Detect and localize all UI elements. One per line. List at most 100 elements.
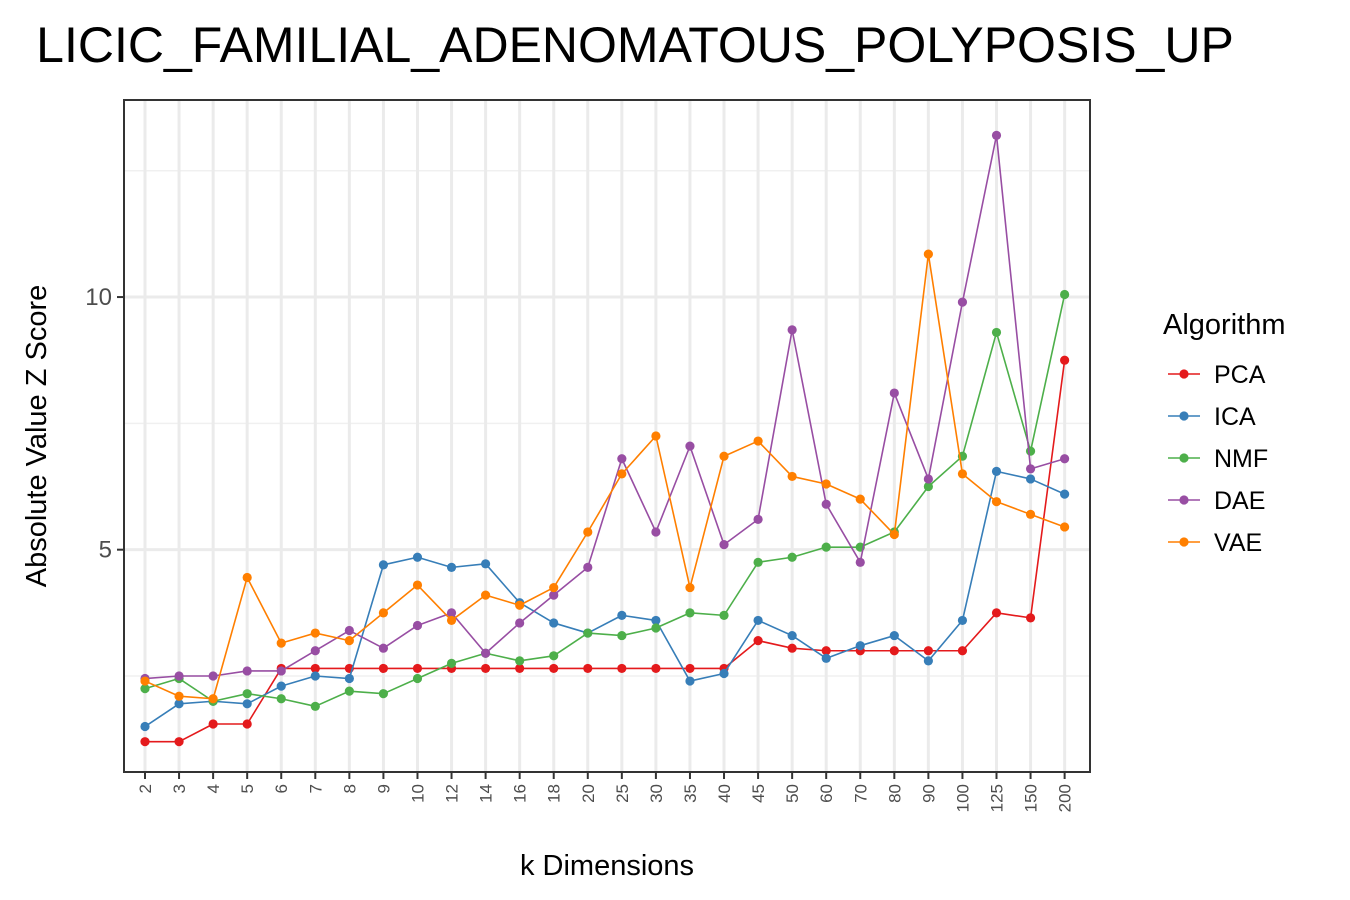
data-point xyxy=(446,562,457,572)
data-point xyxy=(923,474,933,484)
x-tick-label: 7 xyxy=(306,784,325,793)
data-point xyxy=(685,663,695,674)
x-tick-label: 35 xyxy=(681,784,700,803)
data-point xyxy=(923,646,933,656)
data-point xyxy=(310,701,320,711)
data-point xyxy=(208,694,218,704)
chart-title: LICIC_FAMILIAL_ADENOMATOUS_POLYPOSIS_UP xyxy=(36,17,1234,73)
series-line-vae xyxy=(144,253,1065,700)
data-point xyxy=(446,658,457,668)
data-point xyxy=(991,327,1002,338)
data-point xyxy=(685,582,695,593)
data-point xyxy=(685,676,695,686)
data-point xyxy=(617,663,627,674)
legend-key-point xyxy=(1179,495,1189,505)
series-ica xyxy=(140,466,1070,732)
legend-key-point xyxy=(1179,369,1189,379)
x-tick-label: 9 xyxy=(374,784,393,793)
data-point xyxy=(617,630,627,641)
data-point xyxy=(140,684,150,694)
data-point xyxy=(617,610,627,620)
data-point xyxy=(991,608,1002,618)
y-tick-label: 5 xyxy=(99,537,112,564)
x-tick-label: 45 xyxy=(749,784,768,803)
x-tick-label: 18 xyxy=(545,784,564,803)
data-point xyxy=(481,648,491,658)
data-point xyxy=(753,436,763,446)
data-point xyxy=(719,668,729,679)
legend-key-point xyxy=(1179,411,1189,421)
data-point xyxy=(412,580,423,590)
plot-border xyxy=(123,99,1091,773)
data-point xyxy=(412,663,423,674)
data-point xyxy=(242,572,252,583)
data-point xyxy=(174,737,184,747)
x-tick-label: 60 xyxy=(817,784,836,803)
series-dae xyxy=(140,130,1070,684)
legend-label: DAE xyxy=(1214,487,1265,515)
data-point xyxy=(1025,613,1036,623)
data-point xyxy=(549,618,559,628)
data-point xyxy=(276,694,286,704)
data-point xyxy=(378,689,389,699)
data-point xyxy=(378,643,389,653)
data-point xyxy=(515,656,525,666)
data-point xyxy=(651,663,661,674)
data-point xyxy=(344,686,354,696)
data-point xyxy=(242,666,252,676)
data-point xyxy=(549,663,559,674)
data-point xyxy=(276,638,286,648)
data-point xyxy=(957,646,968,656)
x-tick-label: 70 xyxy=(851,784,870,803)
x-tick-label: 50 xyxy=(783,784,802,803)
data-point xyxy=(515,663,525,674)
x-tick-label: 80 xyxy=(885,784,904,803)
data-point xyxy=(583,562,593,572)
x-tick-label: 30 xyxy=(647,784,666,803)
data-point xyxy=(753,557,763,567)
legend-item-dae: DAE xyxy=(1168,487,1265,515)
data-point xyxy=(821,542,831,552)
data-point xyxy=(1025,464,1036,474)
y-axis: 5 10 xyxy=(85,284,124,564)
data-point xyxy=(549,582,559,593)
data-point xyxy=(1025,509,1036,519)
legend-item-ica: ICA xyxy=(1168,403,1256,431)
data-point xyxy=(1060,522,1070,532)
data-point xyxy=(617,454,627,464)
data-point xyxy=(140,737,150,747)
data-point xyxy=(889,646,899,656)
data-point xyxy=(889,529,899,540)
data-point xyxy=(787,630,797,641)
data-point xyxy=(719,610,729,620)
data-point xyxy=(991,466,1002,476)
data-point xyxy=(617,469,627,479)
legend-title: Algorithm xyxy=(1163,309,1286,341)
x-tick-label: 3 xyxy=(170,784,189,793)
x-tick-label: 4 xyxy=(204,784,223,793)
data-point xyxy=(923,249,933,259)
data-point xyxy=(821,479,831,489)
legend-label: VAE xyxy=(1214,529,1262,557)
data-point xyxy=(549,590,559,600)
series-line-ica xyxy=(144,470,1065,728)
data-point xyxy=(1060,454,1070,464)
x-tick-label: 12 xyxy=(443,784,462,803)
data-point xyxy=(685,441,695,451)
data-point xyxy=(344,636,354,646)
data-point xyxy=(787,643,797,653)
data-point xyxy=(446,615,457,626)
data-point xyxy=(276,666,286,676)
data-point xyxy=(957,297,968,307)
data-point xyxy=(310,646,320,656)
data-point xyxy=(753,615,763,626)
data-point xyxy=(174,671,184,681)
data-point xyxy=(549,651,559,661)
data-point xyxy=(787,471,797,482)
data-point xyxy=(583,628,593,638)
data-point xyxy=(378,663,389,674)
data-point xyxy=(310,628,320,638)
data-point xyxy=(140,721,150,732)
data-point xyxy=(855,557,865,567)
data-point xyxy=(481,559,491,569)
